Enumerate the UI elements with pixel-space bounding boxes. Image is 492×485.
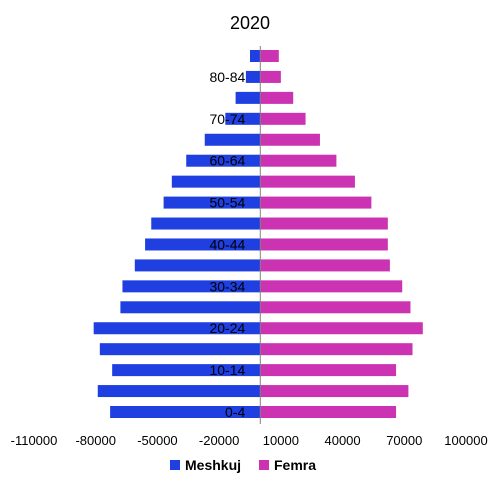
bar-meshkuj-75-79 (235, 91, 261, 104)
bar-femra-50-54 (260, 196, 372, 209)
category-label: 0-4 (225, 404, 245, 420)
bar-femra-45-49 (260, 217, 388, 230)
bar-femra-80-84 (260, 70, 281, 83)
bar-meshkuj-10-14 (112, 364, 261, 377)
category-label: 20-24 (209, 320, 245, 336)
bar-femra-0-4 (260, 406, 397, 418)
bar-femra-25-29 (260, 301, 411, 314)
bar-femra-15-19 (260, 343, 413, 356)
bar-femra-65-69 (260, 133, 320, 146)
x-tick-label: 100000 (444, 433, 487, 448)
x-tick-label: -20000 (199, 433, 239, 448)
bar-meshkuj-15-19 (99, 343, 261, 356)
x-tick-label: -80000 (75, 433, 115, 448)
bar-femra-10-14 (260, 364, 397, 377)
x-tick-label: -50000 (137, 433, 177, 448)
legend-swatch-femra (259, 460, 269, 470)
x-tick-label: -110000 (11, 433, 58, 448)
category-label: 30-34 (209, 278, 245, 294)
bar-femra-35-39 (260, 259, 390, 272)
legend: Meshkuj Femra (170, 457, 316, 473)
bar-meshkuj-70-74 (225, 112, 261, 125)
bar-meshkuj-0-4 (110, 406, 261, 418)
x-tick-label: 70000 (386, 433, 422, 448)
bar-meshkuj-45-49 (151, 217, 261, 230)
bar-femra-5-9 (260, 385, 409, 398)
bar-femra-70-74 (260, 112, 306, 125)
bars-layer (93, 50, 423, 418)
category-label: 40-44 (209, 236, 245, 252)
bar-meshkuj-60-64 (186, 154, 261, 167)
category-label: 70-74 (209, 111, 245, 127)
x-tick-label: 40000 (324, 433, 360, 448)
bar-meshkuj-35-39 (134, 259, 261, 272)
bar-femra-75-79 (260, 91, 294, 104)
bar-femra-20-24 (260, 322, 423, 335)
bar-meshkuj-50-54 (163, 196, 261, 209)
bar-meshkuj-25-29 (120, 301, 261, 314)
bar-meshkuj-5-9 (97, 385, 261, 398)
category-label: 60-64 (209, 153, 245, 169)
category-label: 10-14 (209, 362, 245, 378)
category-label: 50-54 (209, 195, 245, 211)
legend-label-femra: Femra (274, 457, 316, 473)
chart-title: 2020 (230, 13, 270, 33)
legend-label-meshkuj: Meshkuj (185, 457, 241, 473)
bar-meshkuj-85+ (250, 50, 261, 62)
bar-femra-30-34 (260, 280, 403, 293)
bar-meshkuj-40-44 (145, 238, 261, 251)
x-tick-labels-layer: -110000 -80000 -50000 -20000 10000 40000 70000… (11, 433, 488, 448)
bar-femra-40-44 (260, 238, 388, 251)
bar-meshkuj-80-84 (245, 70, 261, 83)
bar-meshkuj-20-24 (93, 322, 261, 335)
x-tick-label: 10000 (263, 433, 299, 448)
legend-swatch-meshkuj (170, 460, 180, 470)
bar-femra-85+ (260, 50, 279, 62)
bar-meshkuj-55-59 (171, 175, 261, 188)
bar-meshkuj-30-34 (122, 280, 261, 293)
bar-femra-60-64 (260, 154, 337, 167)
category-labels-layer: 0-4 10-14 20-24 30-34 40-44 50-54 60-64 70-74 80… (209, 69, 245, 420)
bar-femra-55-59 (260, 175, 355, 188)
bar-meshkuj-65-69 (204, 133, 261, 146)
category-label: 80-84 (209, 69, 245, 85)
